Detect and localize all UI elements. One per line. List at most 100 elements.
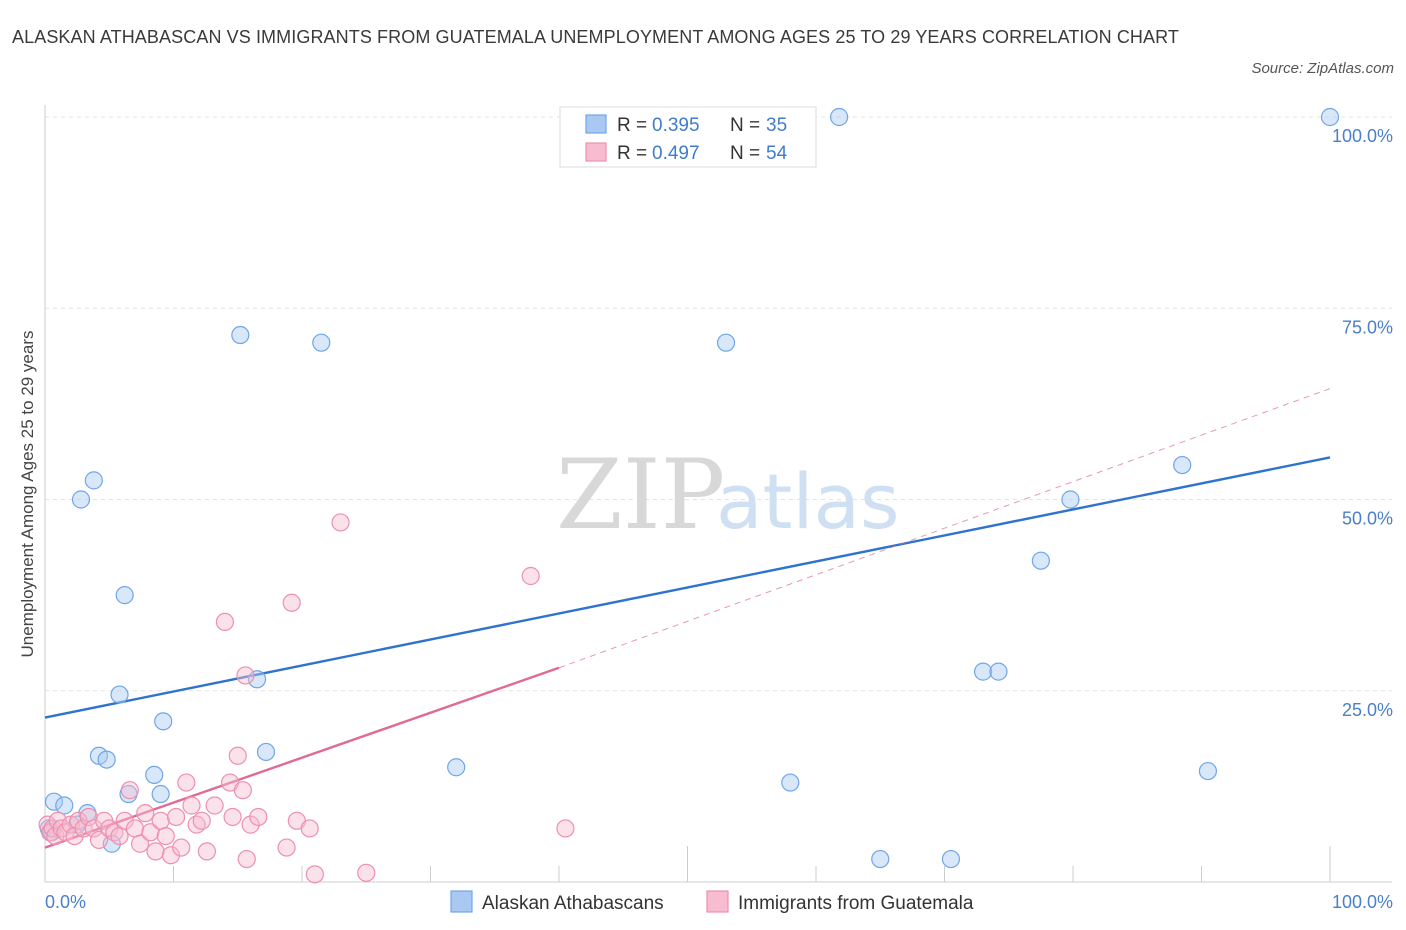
guatemala-point-18 <box>115 811 134 830</box>
athabascan-point-23 <box>781 773 800 792</box>
guatemala-point-27 <box>161 846 181 865</box>
athabascan-point-10 <box>110 685 129 704</box>
guatemala-point-24 <box>146 842 165 861</box>
guatemala-trend-extension <box>558 388 1331 669</box>
athabascan-point-30 <box>1061 490 1080 509</box>
guatemala-point-38 <box>223 807 242 827</box>
athabascan-point-19 <box>312 333 331 352</box>
x-tick-labels: 0.0% 100.0% <box>45 892 1393 912</box>
guatemala-point-12 <box>84 819 103 838</box>
correlation-legend: R = 0.395 N = 35 R = 0.497 N = 54 <box>559 106 817 168</box>
guatemala-point-28 <box>166 807 186 827</box>
series-legend-label-1: Immigrants from Guatemala <box>738 893 974 914</box>
series-legend-swatch-0 <box>450 890 473 913</box>
athabascan-point-18 <box>256 742 276 762</box>
gridlines <box>45 116 1392 692</box>
guatemala-point-48 <box>300 819 319 838</box>
athabascan-point-15 <box>154 712 173 731</box>
athabascan-point-32 <box>1198 761 1218 781</box>
guatemala-point-20 <box>125 819 145 838</box>
athabascan-trend-line <box>44 456 1331 719</box>
athabascan-point-4 <box>71 490 91 509</box>
legend-r-value-1: 0.497 <box>652 143 700 164</box>
guatemala-point-10 <box>74 819 93 838</box>
guatemala-point-31 <box>182 796 201 815</box>
series-legend-label-0: Alaskan Athabascans <box>482 893 664 914</box>
x-tick-label-1: 100.0% <box>1332 892 1393 912</box>
guatemala-point-34 <box>197 842 217 861</box>
athabascan-point-6 <box>84 471 103 490</box>
guatemala-point-43 <box>241 815 260 834</box>
guatemala-point-36 <box>215 612 234 632</box>
legend-n-label-1: N = <box>730 143 760 164</box>
y-tick-label-3: 100.0% <box>1332 126 1393 146</box>
athabascan-point-22 <box>716 333 736 352</box>
athabascan-point-24 <box>830 107 849 127</box>
series-legend-swatch-1 <box>706 890 729 913</box>
series-legend: Alaskan Athabascans Immigrants from Guate… <box>450 890 974 914</box>
guatemala-point-52 <box>521 566 540 586</box>
guatemala-point-22 <box>136 804 155 823</box>
guatemala-point-21 <box>130 834 150 853</box>
guatemala-point-40 <box>233 781 252 800</box>
legend-r-value-0: 0.395 <box>652 115 700 136</box>
guatemala-point-50 <box>331 513 350 532</box>
legend-n-label-0: N = <box>730 115 760 136</box>
legend-n-value-1: 54 <box>766 143 788 164</box>
athabascan-point-29 <box>1031 551 1050 570</box>
chart-title: ALASKAN ATHABASCAN VS IMMIGRANTS FROM GU… <box>12 27 1180 47</box>
guatemala-point-53 <box>556 819 575 838</box>
athabascan-point-16 <box>231 325 250 345</box>
guatemala-point-41 <box>236 666 255 685</box>
athabascan-point-8 <box>97 750 116 769</box>
athabascan-point-11 <box>115 586 134 605</box>
y-axis-label: Unemployment Among Ages 25 to 29 years <box>18 331 37 658</box>
guatemala-point-39 <box>228 746 247 765</box>
watermark: ZIP atlas <box>556 439 900 551</box>
guatemala-point-42 <box>237 849 256 869</box>
guatemala-point-13 <box>89 830 109 850</box>
athabascan-point-33 <box>1320 107 1340 127</box>
guatemala-point-35 <box>205 796 224 815</box>
guatemala-point-19 <box>120 781 139 800</box>
guatemala-point-26 <box>156 826 175 846</box>
guatemala-point-51 <box>357 863 376 882</box>
guatemala-trend-line <box>44 666 560 849</box>
scatter-points <box>38 107 1340 884</box>
athabascan-point-25 <box>871 849 890 869</box>
guatemala-point-11 <box>79 807 98 827</box>
athabascan-point-14 <box>151 784 170 804</box>
legend-swatch-1 <box>585 142 607 162</box>
x-tick-label-0: 0.0% <box>45 892 86 912</box>
legend-swatch-0 <box>585 114 607 134</box>
athabascan-point-27 <box>973 662 993 681</box>
y-tick-label-0: 25.0% <box>1342 700 1393 720</box>
athabascan-point-31 <box>1173 455 1192 475</box>
legend-r-label-0: R = <box>617 115 647 136</box>
athabascan-point-17 <box>247 670 267 689</box>
athabascan-point-20 <box>447 758 466 777</box>
y-tick-label-2: 75.0% <box>1342 317 1393 337</box>
watermark-atlas: atlas <box>716 457 900 546</box>
guatemala-point-17 <box>110 826 129 846</box>
chart-source: Source: ZipAtlas.com <box>1251 60 1394 77</box>
legend-r-label-1: R = <box>617 143 647 164</box>
guatemala-point-46 <box>282 593 301 612</box>
guatemala-point-25 <box>151 811 170 830</box>
axes <box>44 105 1392 883</box>
athabascan-point-13 <box>145 765 164 785</box>
y-tick-labels: 25.0% 50.0% 75.0% 100.0% <box>1332 126 1393 720</box>
guatemala-point-33 <box>192 811 211 830</box>
guatemala-point-30 <box>177 773 196 792</box>
trend-lines <box>44 388 1331 849</box>
guatemala-point-45 <box>277 838 296 857</box>
athabascan-point-28 <box>989 662 1008 681</box>
athabascan-point-26 <box>941 849 961 869</box>
legend-n-value-0: 35 <box>766 115 787 136</box>
athabascan-point-2 <box>55 796 74 815</box>
guatemala-point-23 <box>141 823 160 842</box>
athabascan-point-1 <box>44 792 64 811</box>
guatemala-point-29 <box>172 838 191 857</box>
guatemala-point-44 <box>249 807 268 827</box>
